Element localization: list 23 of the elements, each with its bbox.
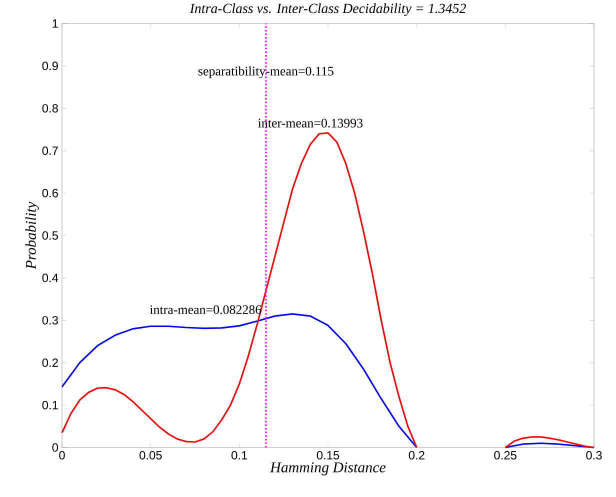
y-tick-label: 0.9 — [42, 62, 58, 70]
x-tick-label: 0.15 — [316, 451, 340, 460]
y-tick-label: 0.4 — [42, 274, 58, 282]
y-axis-title: Probability — [25, 202, 40, 270]
x-tick-label: 0.3 — [586, 451, 602, 460]
x-tick-label: 0.05 — [140, 451, 162, 460]
y-tick-label: 0.6 — [42, 189, 58, 198]
y-tick-label: 0.2 — [42, 358, 58, 368]
annotation: separatibility-mean=0.115 — [198, 66, 334, 78]
x-tick-label: 0 — [59, 451, 65, 460]
y-tick-label: 0.8 — [42, 104, 58, 113]
y-tick-label: 0.1 — [42, 401, 58, 410]
y-tick-label: 0.3 — [42, 316, 58, 325]
y-tick-label: 0.7 — [42, 146, 58, 156]
y-tick-label: 0.5 — [42, 232, 58, 240]
chart-title: Intra-Class vs. Inter-Class Decidability = 1.3452 — [190, 4, 466, 16]
x-tick-label: 0.2 — [408, 451, 424, 460]
annotation: inter-mean=0.13993 — [258, 119, 363, 128]
x-tick-label: 0.1 — [231, 451, 248, 460]
x-tick-label: 0.25 — [494, 451, 516, 460]
y-tick-label: 1 — [52, 20, 58, 28]
y-tick-label: 0 — [52, 444, 58, 452]
x-axis-title: Hamming Distance — [270, 462, 386, 476]
